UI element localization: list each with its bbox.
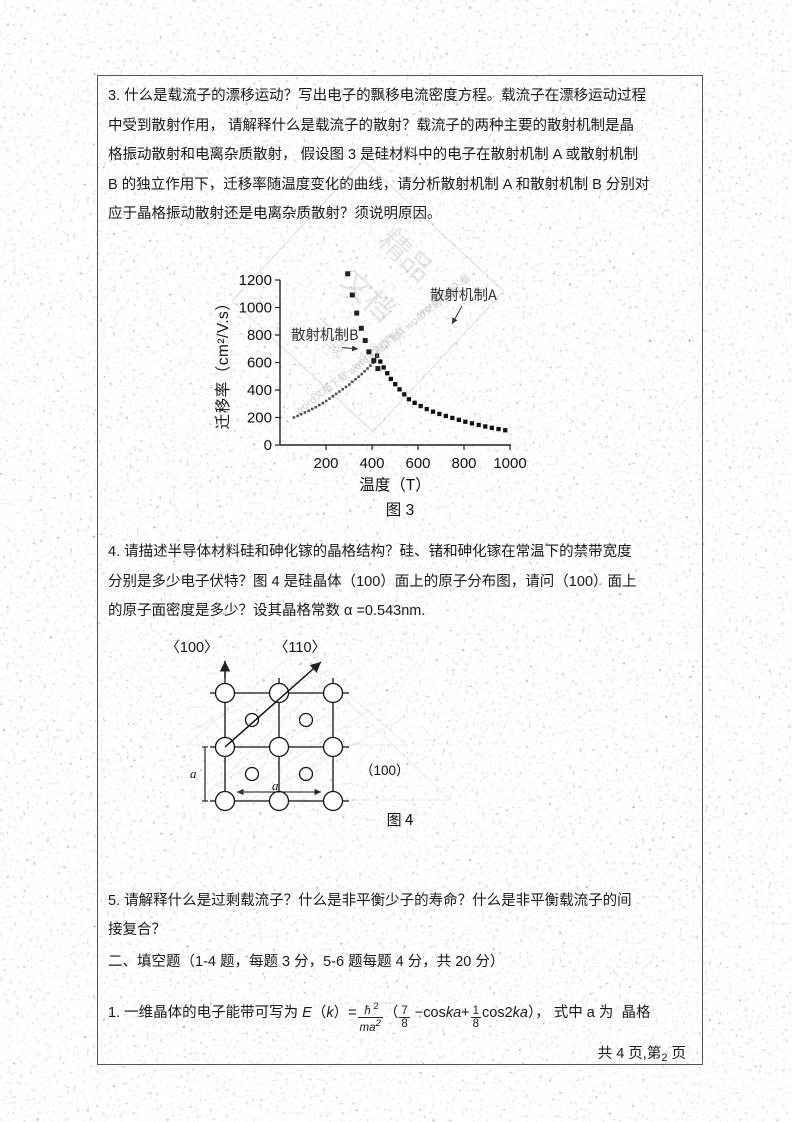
svg-text:图 4: 图 4 <box>387 809 414 830</box>
svg-text:（100）: （100） <box>360 763 410 778</box>
svg-text:〈100〉: 〈100〉 <box>165 639 218 656</box>
svg-text:〈110〉: 〈110〉 <box>274 639 326 656</box>
svg-text:a: a <box>190 766 197 781</box>
svg-text:a: a <box>272 778 279 793</box>
